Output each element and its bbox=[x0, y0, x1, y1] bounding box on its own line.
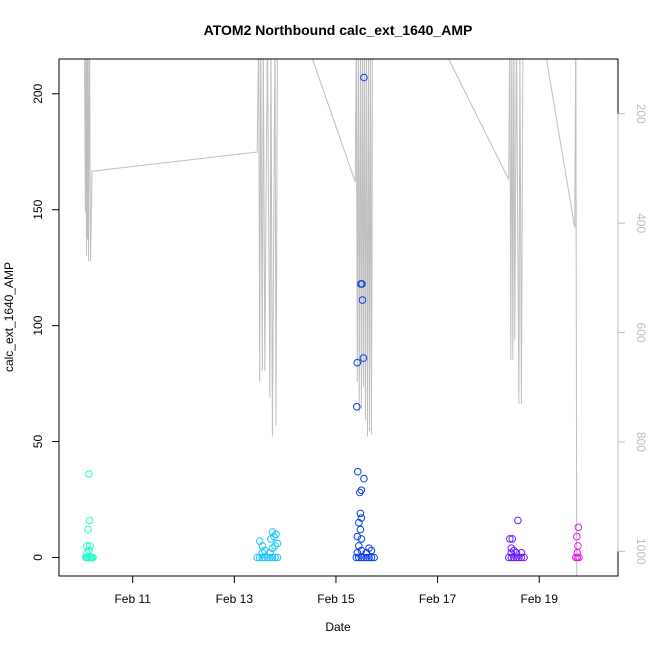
data-point bbox=[353, 403, 361, 411]
data-point bbox=[354, 467, 362, 476]
chart-title: ATOM2 Northbound calc_ext_1640_AMP bbox=[204, 22, 473, 38]
data-point bbox=[255, 537, 264, 546]
data-point bbox=[253, 553, 262, 562]
data-point bbox=[84, 525, 92, 534]
data-point bbox=[85, 516, 94, 525]
data-point bbox=[370, 553, 378, 562]
y-axis-label: calc_ext_1640_AMP bbox=[2, 262, 16, 372]
x-tick-label: Feb 17 bbox=[419, 592, 457, 606]
y-tick-label: 50 bbox=[31, 435, 45, 449]
data-point bbox=[353, 532, 362, 541]
data-point bbox=[355, 542, 363, 550]
data-point bbox=[357, 535, 366, 543]
data-point bbox=[362, 553, 371, 562]
depth-tick-label: 800 bbox=[634, 432, 648, 452]
data-point bbox=[353, 358, 362, 367]
y-tick-label: 200 bbox=[31, 83, 45, 103]
data-point bbox=[271, 542, 279, 550]
x-tick-label: Feb 19 bbox=[521, 592, 559, 606]
scatter-points-layer bbox=[82, 73, 583, 562]
data-point bbox=[258, 553, 267, 562]
y-axis: 0 50 100 150 200 bbox=[31, 83, 60, 561]
data-point bbox=[358, 280, 366, 288]
data-point bbox=[268, 544, 277, 553]
data-point bbox=[360, 73, 368, 82]
data-point bbox=[508, 535, 517, 543]
y-tick-label: 100 bbox=[31, 315, 45, 335]
data-point bbox=[514, 516, 522, 525]
depth-line-layer bbox=[84, 59, 578, 576]
data-point bbox=[507, 553, 516, 562]
data-point bbox=[352, 553, 361, 562]
data-point bbox=[573, 532, 581, 541]
data-point bbox=[268, 553, 277, 562]
data-point bbox=[512, 553, 521, 562]
data-point bbox=[270, 532, 278, 541]
data-point bbox=[273, 539, 282, 548]
data-point bbox=[263, 553, 272, 562]
depth-tick-label: 200 bbox=[634, 104, 648, 124]
data-point bbox=[506, 535, 514, 543]
data-point bbox=[365, 544, 373, 553]
data-point bbox=[357, 514, 366, 522]
data-point bbox=[271, 553, 279, 562]
data-point bbox=[357, 486, 366, 495]
data-point bbox=[356, 488, 364, 497]
x-tick-label: Feb 15 bbox=[317, 592, 355, 606]
data-point bbox=[89, 553, 97, 562]
data-point bbox=[266, 553, 274, 562]
data-point bbox=[507, 549, 516, 557]
x-axis: Feb 11 Feb 13 Feb 15 Feb 17 Feb 19 bbox=[114, 575, 559, 606]
data-point bbox=[507, 544, 516, 553]
data-point bbox=[517, 549, 526, 557]
data-point bbox=[356, 525, 365, 534]
x-axis-label: Date bbox=[325, 620, 351, 634]
y-tick-label: 150 bbox=[31, 199, 45, 219]
data-point bbox=[517, 553, 526, 562]
data-point bbox=[512, 549, 521, 557]
data-point bbox=[355, 553, 363, 562]
data-point bbox=[574, 542, 582, 550]
data-point bbox=[515, 553, 523, 562]
x-tick-label: Feb 11 bbox=[114, 592, 151, 606]
depth-tick-label: 1000 bbox=[634, 538, 648, 565]
data-point bbox=[356, 509, 365, 518]
data-point bbox=[83, 542, 91, 550]
y-tick-label: 0 bbox=[31, 554, 45, 561]
data-point bbox=[273, 553, 282, 562]
data-point bbox=[86, 542, 94, 550]
data-point bbox=[575, 553, 583, 562]
depth-tick-label: 600 bbox=[634, 323, 648, 343]
data-point bbox=[268, 528, 277, 536]
data-point bbox=[353, 549, 362, 557]
depth-line-series bbox=[84, 59, 578, 576]
data-point bbox=[261, 546, 269, 555]
x-tick-label: Feb 13 bbox=[216, 592, 254, 606]
data-point bbox=[510, 546, 518, 555]
depth-tick-label: 400 bbox=[634, 213, 648, 233]
data-point bbox=[85, 470, 93, 478]
data-point bbox=[359, 354, 368, 362]
plot-frame bbox=[58, 58, 619, 577]
data-point bbox=[360, 553, 368, 562]
data-point bbox=[360, 474, 368, 483]
data-point bbox=[266, 549, 274, 557]
data-point bbox=[358, 296, 367, 304]
data-point bbox=[367, 546, 376, 555]
depth-axis: 200 400 600 800 1000 bbox=[617, 104, 648, 565]
data-point bbox=[85, 546, 93, 555]
data-point bbox=[574, 523, 583, 532]
